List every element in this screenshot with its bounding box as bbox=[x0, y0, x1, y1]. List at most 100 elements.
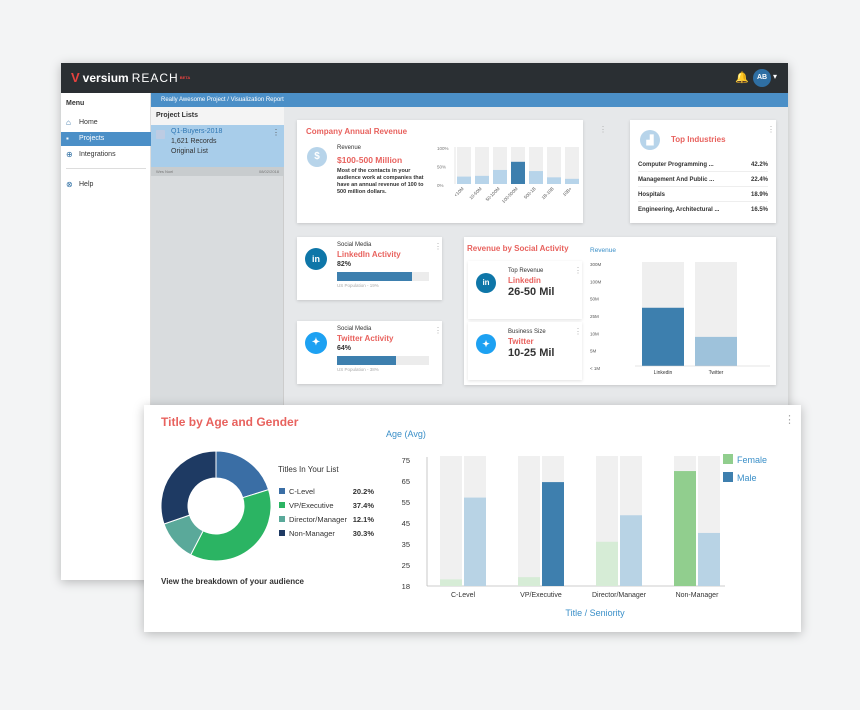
industry-row: Engineering, Architectural ... 16.5% bbox=[638, 203, 768, 217]
linkedin-icon: in bbox=[476, 273, 496, 293]
help-icon: ⊗ bbox=[66, 180, 73, 189]
tile-value: 10-25 Mil bbox=[508, 347, 555, 359]
list-icon bbox=[156, 130, 165, 139]
legend-label: VP/Executive bbox=[289, 501, 334, 510]
plus-circle-icon: ⊕ bbox=[66, 150, 73, 159]
x-tick-label: Non-Manager bbox=[676, 592, 719, 599]
bar-bg bbox=[457, 147, 471, 184]
twitter-activity-card: ✦ Social Media Twitter Activity 64% US P… bbox=[297, 321, 442, 384]
y-tick-label: 25M bbox=[590, 314, 599, 319]
y-tick-label: < 1M bbox=[590, 366, 600, 371]
kebab-menu-icon[interactable]: ⋮ bbox=[784, 414, 795, 426]
legend-swatch bbox=[279, 530, 285, 536]
y-tick-label: 55 bbox=[402, 498, 410, 507]
kebab-menu-icon[interactable]: ⋮ bbox=[574, 266, 582, 275]
title-donut-chart bbox=[160, 450, 272, 562]
sidebar-item-home[interactable]: ⌂ Home bbox=[61, 116, 151, 130]
bar bbox=[464, 497, 486, 586]
bar bbox=[642, 307, 684, 366]
y-tick-label: 0% bbox=[437, 183, 444, 188]
kebab-menu-icon[interactable]: ⋮ bbox=[434, 326, 442, 335]
bar bbox=[518, 577, 540, 586]
legend-row-c-level: C-Level 20.2% bbox=[279, 487, 374, 499]
kebab-menu-icon[interactable]: ⋮ bbox=[599, 125, 607, 134]
sidebar-item-label: Projects bbox=[79, 135, 105, 142]
linkedin-population: US Population - 19% bbox=[337, 283, 379, 288]
kebab-menu-icon[interactable]: ⋮ bbox=[767, 125, 775, 134]
x-axis-label: Title / Seniority bbox=[565, 608, 625, 618]
logo[interactable]: V versium REACH BETA bbox=[71, 70, 190, 85]
bar-bg bbox=[547, 147, 561, 184]
app-window: V versium REACH BETA 🔔 AB ▾ Menu ⌂ Home ▪… bbox=[61, 63, 788, 580]
industry-row: Management And Public ... 22.4% bbox=[638, 173, 768, 187]
list-name[interactable]: Q1-Buyers-2018 bbox=[171, 128, 223, 135]
y-tick-label: 65 bbox=[402, 477, 410, 486]
linkedin-progress-bar bbox=[337, 272, 429, 281]
y-axis-label: Age (Avg) bbox=[386, 429, 426, 439]
legend-row-vp: VP/Executive 37.4% bbox=[279, 501, 374, 513]
bar bbox=[547, 177, 561, 184]
bar-bg bbox=[518, 456, 540, 586]
sidebar-item-help[interactable]: ⊗ Help bbox=[61, 178, 151, 192]
legend-swatch bbox=[723, 472, 733, 482]
y-tick-label: 18 bbox=[402, 582, 410, 591]
avatar[interactable]: AB bbox=[753, 69, 771, 87]
x-tick-label: 500-1B bbox=[523, 186, 537, 200]
bar bbox=[674, 471, 696, 586]
y-tick-label: 50M bbox=[590, 297, 599, 302]
list-type: Original List bbox=[171, 148, 208, 155]
bar bbox=[511, 161, 525, 184]
twitter-progress-bar bbox=[337, 356, 429, 365]
y-tick-label: 100M bbox=[590, 279, 602, 284]
legend-row-non-manager: Non-Manager 30.3% bbox=[279, 529, 374, 541]
legend-label: Non-Manager bbox=[289, 529, 335, 538]
sidebar-heading: Menu bbox=[66, 100, 85, 107]
twitter-progress-fill bbox=[337, 356, 396, 365]
legend-swatch bbox=[279, 516, 285, 522]
bar bbox=[542, 482, 564, 586]
donut-slice bbox=[190, 489, 272, 562]
donut-legend-title: Titles In Your List bbox=[278, 465, 339, 474]
legend-swatch bbox=[279, 502, 285, 508]
legend-pct: 37.4% bbox=[352, 501, 374, 510]
industry-row: Computer Programming ... 42.2% bbox=[638, 158, 768, 172]
legend-label: Female bbox=[737, 455, 767, 465]
revenue-label: Revenue bbox=[337, 145, 362, 151]
industry-name: Management And Public ... bbox=[638, 177, 715, 183]
revenue-description: Most of the contacts in your audience wo… bbox=[337, 168, 424, 195]
twitter-icon: ✦ bbox=[476, 334, 496, 354]
industry-pct: 18.9% bbox=[750, 192, 768, 198]
kebab-menu-icon[interactable]: ⋮ bbox=[272, 128, 280, 137]
y-tick-label: 75 bbox=[402, 456, 410, 465]
bar bbox=[475, 175, 489, 184]
legend-swatch bbox=[723, 454, 733, 464]
project-list-item[interactable]: Q1-Buyers-2018 1,621 Records Original Li… bbox=[151, 125, 284, 167]
kebab-menu-icon[interactable]: ⋮ bbox=[574, 327, 582, 336]
donut-slice bbox=[215, 450, 270, 499]
x-tick-label: 10-50M bbox=[468, 186, 483, 201]
legend-row-director: Director/Manager 12.1% bbox=[279, 515, 374, 527]
tile-value: 26-50 Mil bbox=[508, 286, 555, 298]
project-list-footer: Wes Noel 08/02/2018 bbox=[151, 167, 284, 176]
notification-bell-icon[interactable]: 🔔 bbox=[735, 72, 749, 84]
logo-product: REACH bbox=[131, 70, 179, 85]
sidebar-item-label: Integrations bbox=[79, 151, 116, 158]
linkedin-activity-card: in Social Media LinkedIn Activity 82% US… bbox=[297, 237, 442, 300]
sidebar-item-integrations[interactable]: ⊕ Integrations bbox=[61, 148, 151, 162]
sidebar-item-projects[interactable]: ▪ Projects bbox=[61, 132, 151, 146]
bar bbox=[695, 336, 737, 366]
revenue-card-title: Company Annual Revenue bbox=[306, 127, 408, 136]
legend-pct: 30.3% bbox=[352, 529, 374, 538]
linkedin-progress-fill bbox=[337, 272, 413, 281]
y-axis-label: Revenue bbox=[590, 247, 616, 254]
revenue-chart: 100% 50% 0% <10M 10-50M 50-100M 100-500M 500-1B… bbox=[437, 146, 579, 204]
project-list-heading: Project Lists bbox=[151, 107, 284, 125]
twitter-pct: 64% bbox=[337, 345, 352, 352]
chevron-down-icon[interactable]: ▾ bbox=[773, 72, 778, 81]
x-tick-label: Director/Manager bbox=[592, 592, 647, 599]
kebab-menu-icon[interactable]: ⋮ bbox=[434, 242, 442, 251]
sidebar-divider bbox=[66, 168, 146, 169]
social-revenue-chart: Revenue 300M 100M 50M 25M 10M 5M < 1M Linkedin Tw… bbox=[590, 247, 770, 376]
y-tick-label: 50% bbox=[437, 165, 446, 170]
top-bar: V versium REACH BETA 🔔 AB ▾ bbox=[61, 63, 788, 93]
